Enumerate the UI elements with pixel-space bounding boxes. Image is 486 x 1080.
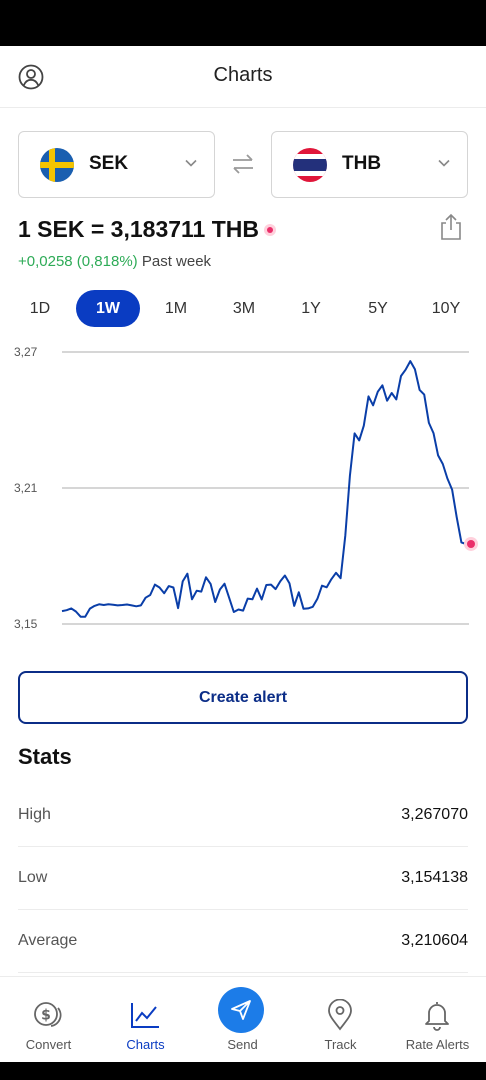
to-currency-selector[interactable]: THB (271, 131, 468, 198)
from-currency-selector[interactable]: SEK (18, 131, 215, 198)
charts-screen: Charts SEK THB 1 SEK = 3,183711 THB (0, 46, 486, 1062)
from-currency-code: SEK (89, 153, 129, 174)
stat-value: 3,267070 (401, 806, 468, 823)
live-indicator-dot (264, 224, 276, 236)
range-1w[interactable]: 1W (76, 290, 140, 327)
chevron-down-icon (185, 159, 197, 167)
to-currency-code: THB (342, 153, 382, 174)
charts-icon (131, 1003, 159, 1028)
swap-currencies-icon[interactable] (230, 152, 256, 176)
series-line (61, 360, 467, 618)
send-icon (231, 1000, 251, 1020)
create-alert-button[interactable]: Create alert (18, 671, 468, 724)
top-bar: Charts (0, 46, 486, 108)
bell-icon (425, 1002, 449, 1031)
range-1m[interactable]: 1M (164, 300, 188, 317)
location-pin-icon (328, 999, 352, 1031)
y-tick-label: 3,27 (14, 345, 38, 359)
share-icon[interactable] (439, 213, 463, 241)
stats-heading: Stats (18, 744, 72, 769)
stat-label: High (18, 806, 51, 823)
page-title: Charts (213, 64, 273, 86)
stat-row-low: Low 3,154138 (18, 847, 468, 910)
nav-label: Send (227, 1037, 258, 1052)
y-tick-label: 3,15 (14, 617, 38, 631)
nav-label: Charts (126, 1037, 165, 1052)
rate-change: +0,0258 (0,818%) Past week (18, 253, 211, 270)
stat-row-high: High 3,267070 (18, 784, 468, 847)
nav-label: Rate Alerts (405, 1037, 470, 1052)
nav-charts[interactable]: Charts (97, 977, 194, 1062)
nav-track[interactable]: Track (292, 977, 389, 1062)
stat-label: Low (18, 869, 48, 886)
nav-send[interactable]: Send (194, 977, 291, 1062)
stat-label: Average (18, 932, 78, 949)
rate-change-period: Past week (141, 253, 212, 270)
rate-change-value: +0,0258 (0,818%) (18, 253, 138, 270)
range-1y[interactable]: 1Y (301, 300, 321, 317)
stat-value: 3,210604 (401, 932, 468, 949)
send-button-circle (218, 987, 264, 1033)
last-point-marker (467, 539, 475, 548)
nav-rate-alerts[interactable]: Rate Alerts (389, 977, 486, 1062)
range-5y[interactable]: 5Y (368, 300, 388, 317)
sweden-flag-icon (40, 148, 74, 182)
bottom-navigation: $ Convert Charts Send Track (0, 976, 486, 1062)
profile-icon[interactable] (18, 64, 44, 90)
y-tick-label: 3,21 (14, 481, 38, 495)
convert-coin-icon: $ (34, 1002, 62, 1027)
chevron-down-icon (438, 159, 450, 167)
thailand-flag-icon (293, 148, 327, 182)
nav-label: Convert (25, 1037, 72, 1052)
nav-convert[interactable]: $ Convert (0, 977, 97, 1062)
range-1d[interactable]: 1D (29, 300, 51, 317)
exchange-rate: 1 SEK = 3,183711 THB (18, 216, 260, 242)
stat-row-average: Average 3,210604 (18, 910, 468, 973)
range-10y[interactable]: 10Y (431, 300, 461, 317)
nav-label: Track (324, 1037, 357, 1052)
range-3m[interactable]: 3M (232, 300, 256, 317)
time-range-selector: 1D 1W 1M 3M 1Y 5Y 10Y (18, 290, 468, 328)
rate-line-chart[interactable]: 3,27 3,21 3,15 (0, 336, 486, 636)
stat-value: 3,154138 (401, 869, 468, 886)
svg-text:$: $ (41, 1008, 51, 1024)
